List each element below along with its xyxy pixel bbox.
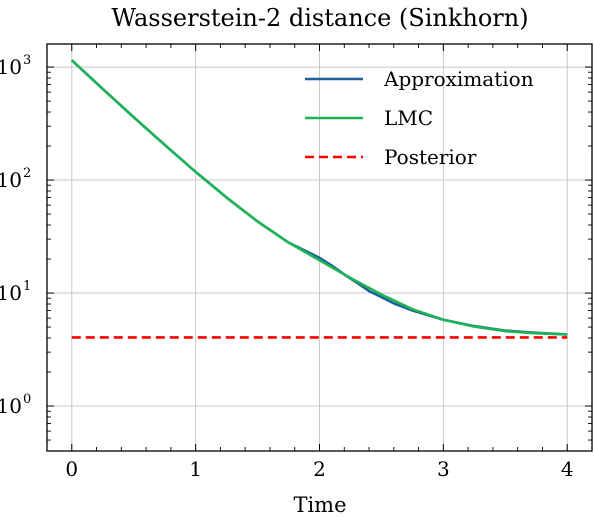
x-tick-label: 2 [313, 457, 326, 481]
x-tick-label: 3 [437, 457, 450, 481]
series-line-lmc [70, 59, 568, 336]
y-tick-exponent: 3 [23, 53, 31, 68]
x-tick-label: 4 [561, 457, 574, 481]
x-tick-label: 1 [189, 457, 202, 481]
y-tick-exponent: 1 [23, 279, 31, 294]
y-tick-label: 10 [0, 168, 22, 192]
y-tick-label: 10 [0, 281, 22, 305]
series-layer [70, 59, 568, 339]
y-tick-exponent: 0 [23, 392, 31, 407]
x-tick-label: 0 [65, 457, 78, 481]
chart-title: Wasserstein-2 distance (Sinkhorn) [111, 4, 528, 32]
legend-label-posterior: Posterior [384, 145, 477, 169]
grid [47, 44, 592, 451]
legend-label-approximation: Approximation [383, 67, 534, 91]
x-axis-label: Time [293, 493, 346, 517]
y-tick-label: 10 [0, 55, 22, 79]
y-tick-label: 10 [0, 394, 22, 418]
legend-label-lmc: LMC [384, 106, 433, 130]
legend: Approximation LMC Posterior [305, 67, 534, 169]
y-tick-exponent: 2 [23, 166, 31, 181]
